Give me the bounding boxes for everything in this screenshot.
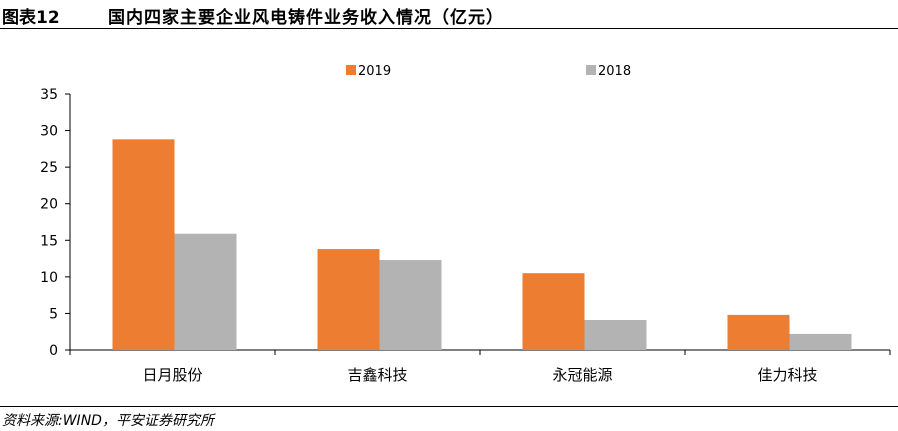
source-note: 资料来源:WIND，平安证券研究所: [2, 413, 214, 429]
top-rule: [0, 28, 898, 29]
legend-label: 2019: [358, 64, 391, 79]
y-tick-label: 30: [40, 124, 58, 140]
y-tick-label: 25: [40, 160, 58, 176]
category-label: 日月股份: [142, 366, 202, 384]
bar-2018-3: [789, 333, 852, 350]
legend-swatch: [586, 65, 596, 75]
y-tick-label: 15: [40, 233, 58, 249]
chart-header: 图表12 国内四家主要企业风电铸件业务收入情况（亿元）: [0, 0, 898, 30]
bars: [112, 139, 852, 350]
y-axis: 0 5 10 15 20 25 30 35: [40, 87, 71, 359]
y-tick-label: 5: [49, 306, 58, 322]
legend-label: 2018: [598, 64, 631, 79]
category-label: 永冠能源: [552, 366, 612, 384]
figure-label: 图表12: [2, 8, 60, 28]
bar-2018-2: [584, 320, 647, 350]
legend: 2019 2018: [346, 64, 631, 79]
bar-2018-0: [174, 233, 237, 350]
x-axis: 日月股份 吉鑫科技 永冠能源 佳力科技: [69, 349, 891, 384]
bar-2019-2: [522, 273, 585, 350]
y-tick-label: 10: [40, 270, 58, 286]
bottom-rule: [0, 406, 898, 407]
category-label: 佳力科技: [757, 366, 817, 384]
legend-swatch: [346, 65, 356, 75]
bar-2018-1: [379, 260, 442, 350]
bar-2019-1: [317, 249, 380, 350]
category-label: 吉鑫科技: [347, 366, 407, 384]
bar-chart: 2019 2018 0 5 10 15 20 25 30 35 日月股份 吉鑫科技 永冠能源 佳力科技: [40, 64, 891, 384]
bar-2019-3: [727, 314, 790, 350]
bar-2019-0: [112, 139, 175, 350]
y-tick-label: 20: [40, 197, 58, 213]
y-tick-label: 35: [40, 87, 58, 103]
chart-title: 国内四家主要企业风电铸件业务收入情况（亿元）: [108, 8, 504, 28]
y-tick-label: 0: [49, 343, 58, 359]
